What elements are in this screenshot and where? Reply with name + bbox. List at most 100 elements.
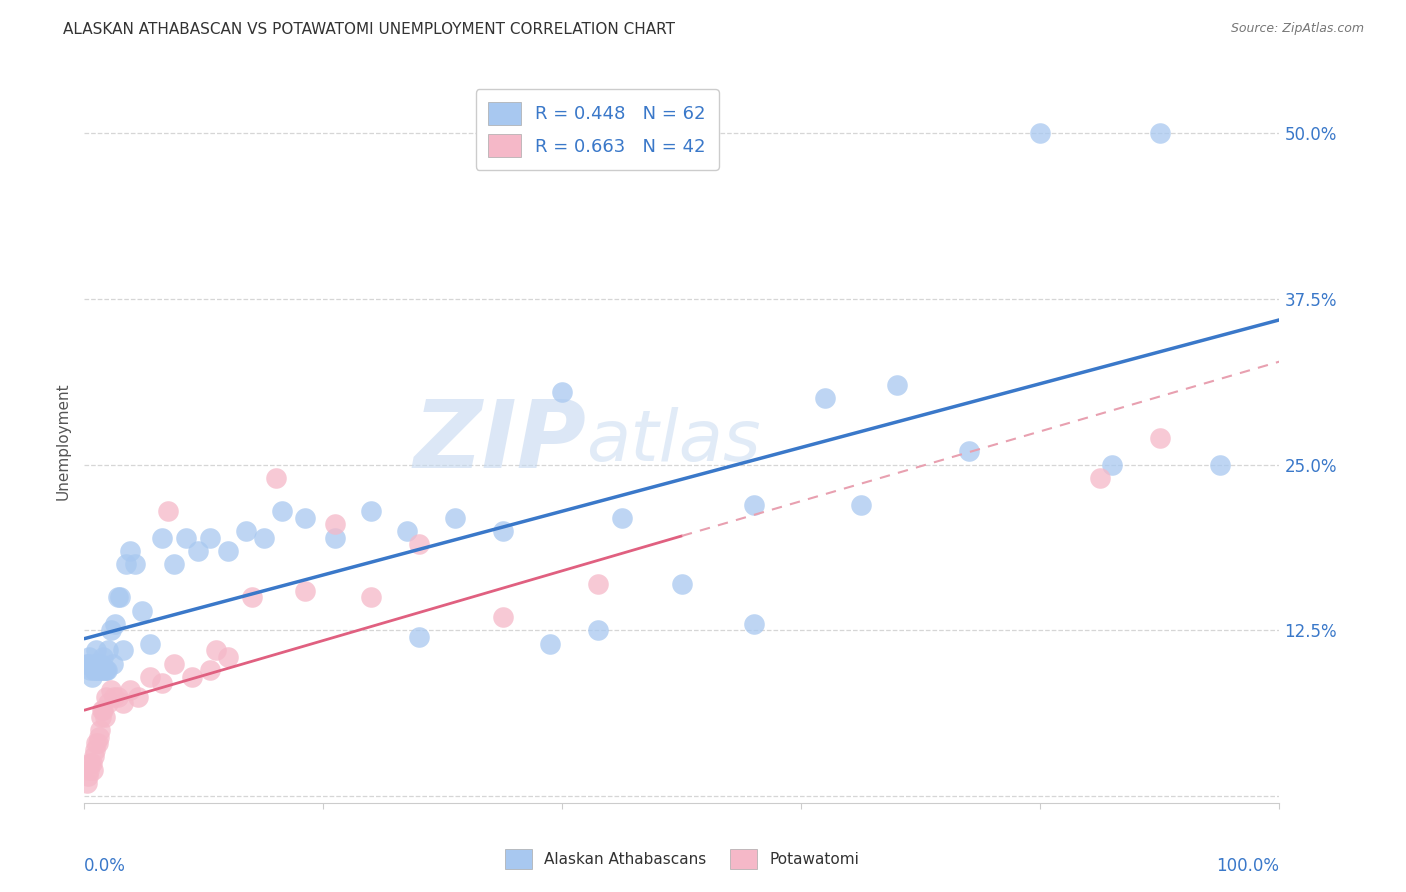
Point [84,663,107,677]
Point [150,676,173,690]
Point [157,504,180,518]
Point [139,637,162,651]
Point [742,498,765,512]
Point [588,577,610,591]
Point [588,624,610,638]
Point [198,531,221,545]
Point [97,697,120,711]
Point [93,709,115,723]
Point [107,591,129,605]
Point [77,657,100,671]
Point [198,663,221,677]
Point [742,616,765,631]
Text: ALASKAN ATHABASCAN VS POTAWATOMI UNEMPLOYMENT CORRELATION CHART: ALASKAN ATHABASCAN VS POTAWATOMI UNEMPLO… [63,22,675,37]
Point [294,510,316,524]
Point [77,769,100,783]
Point [240,591,263,605]
Point [1101,458,1123,472]
Point [217,544,239,558]
Point [93,703,115,717]
Point [94,690,117,704]
Point [77,763,100,777]
Point [96,663,118,677]
Point [814,392,837,406]
Point [91,703,114,717]
Point [444,510,467,524]
Point [76,657,98,671]
Point [93,650,115,665]
Point [90,657,112,671]
Point [886,378,908,392]
Point [86,736,108,750]
Point [139,670,162,684]
Text: ZIP: ZIP [413,395,586,488]
Point [396,524,419,538]
Point [91,663,114,677]
Point [1090,471,1112,485]
Text: 100.0%: 100.0% [1216,857,1279,875]
Point [217,650,239,665]
Point [957,444,980,458]
Point [360,504,382,518]
Point [103,690,125,704]
Point [235,524,257,538]
Point [253,531,276,545]
Point [174,531,197,545]
Point [492,610,515,624]
Point [492,524,515,538]
Point [187,544,209,558]
Point [163,557,186,571]
Point [325,531,347,545]
Point [89,723,111,737]
Point [110,591,132,605]
Point [131,603,153,617]
Point [540,637,562,651]
Point [127,690,149,704]
Point [1149,431,1171,445]
Point [86,643,108,657]
Point [86,736,108,750]
Point [1149,126,1171,140]
Point [94,663,117,677]
Point [80,756,103,770]
Point [100,624,122,638]
Point [408,630,430,644]
Point [104,616,127,631]
Point [84,743,107,757]
Point [86,663,108,677]
Text: 0.0%: 0.0% [84,857,127,875]
Point [111,697,134,711]
Point [851,498,873,512]
Text: Source: ZipAtlas.com: Source: ZipAtlas.com [1230,22,1364,36]
Point [76,776,98,790]
Point [101,657,124,671]
Point [325,517,347,532]
Point [87,657,110,671]
Point [87,730,110,744]
Point [1209,458,1232,472]
Point [551,384,574,399]
Point [270,504,292,518]
Point [83,663,105,677]
Point [83,749,105,764]
Point [360,591,382,605]
Point [80,670,103,684]
Point [671,577,693,591]
Point [118,683,141,698]
Point [612,510,634,524]
Point [90,709,112,723]
Point [150,531,173,545]
Point [79,756,101,770]
Point [163,657,186,671]
Text: atlas: atlas [586,407,761,476]
Point [1029,126,1052,140]
Point [93,663,115,677]
Point [97,643,120,657]
Point [100,683,122,698]
Point [79,663,101,677]
Point [82,657,104,671]
Point [205,643,228,657]
Point [111,643,134,657]
Legend: Alaskan Athabascans, Potawatomi: Alaskan Athabascans, Potawatomi [499,843,865,875]
Point [107,690,129,704]
